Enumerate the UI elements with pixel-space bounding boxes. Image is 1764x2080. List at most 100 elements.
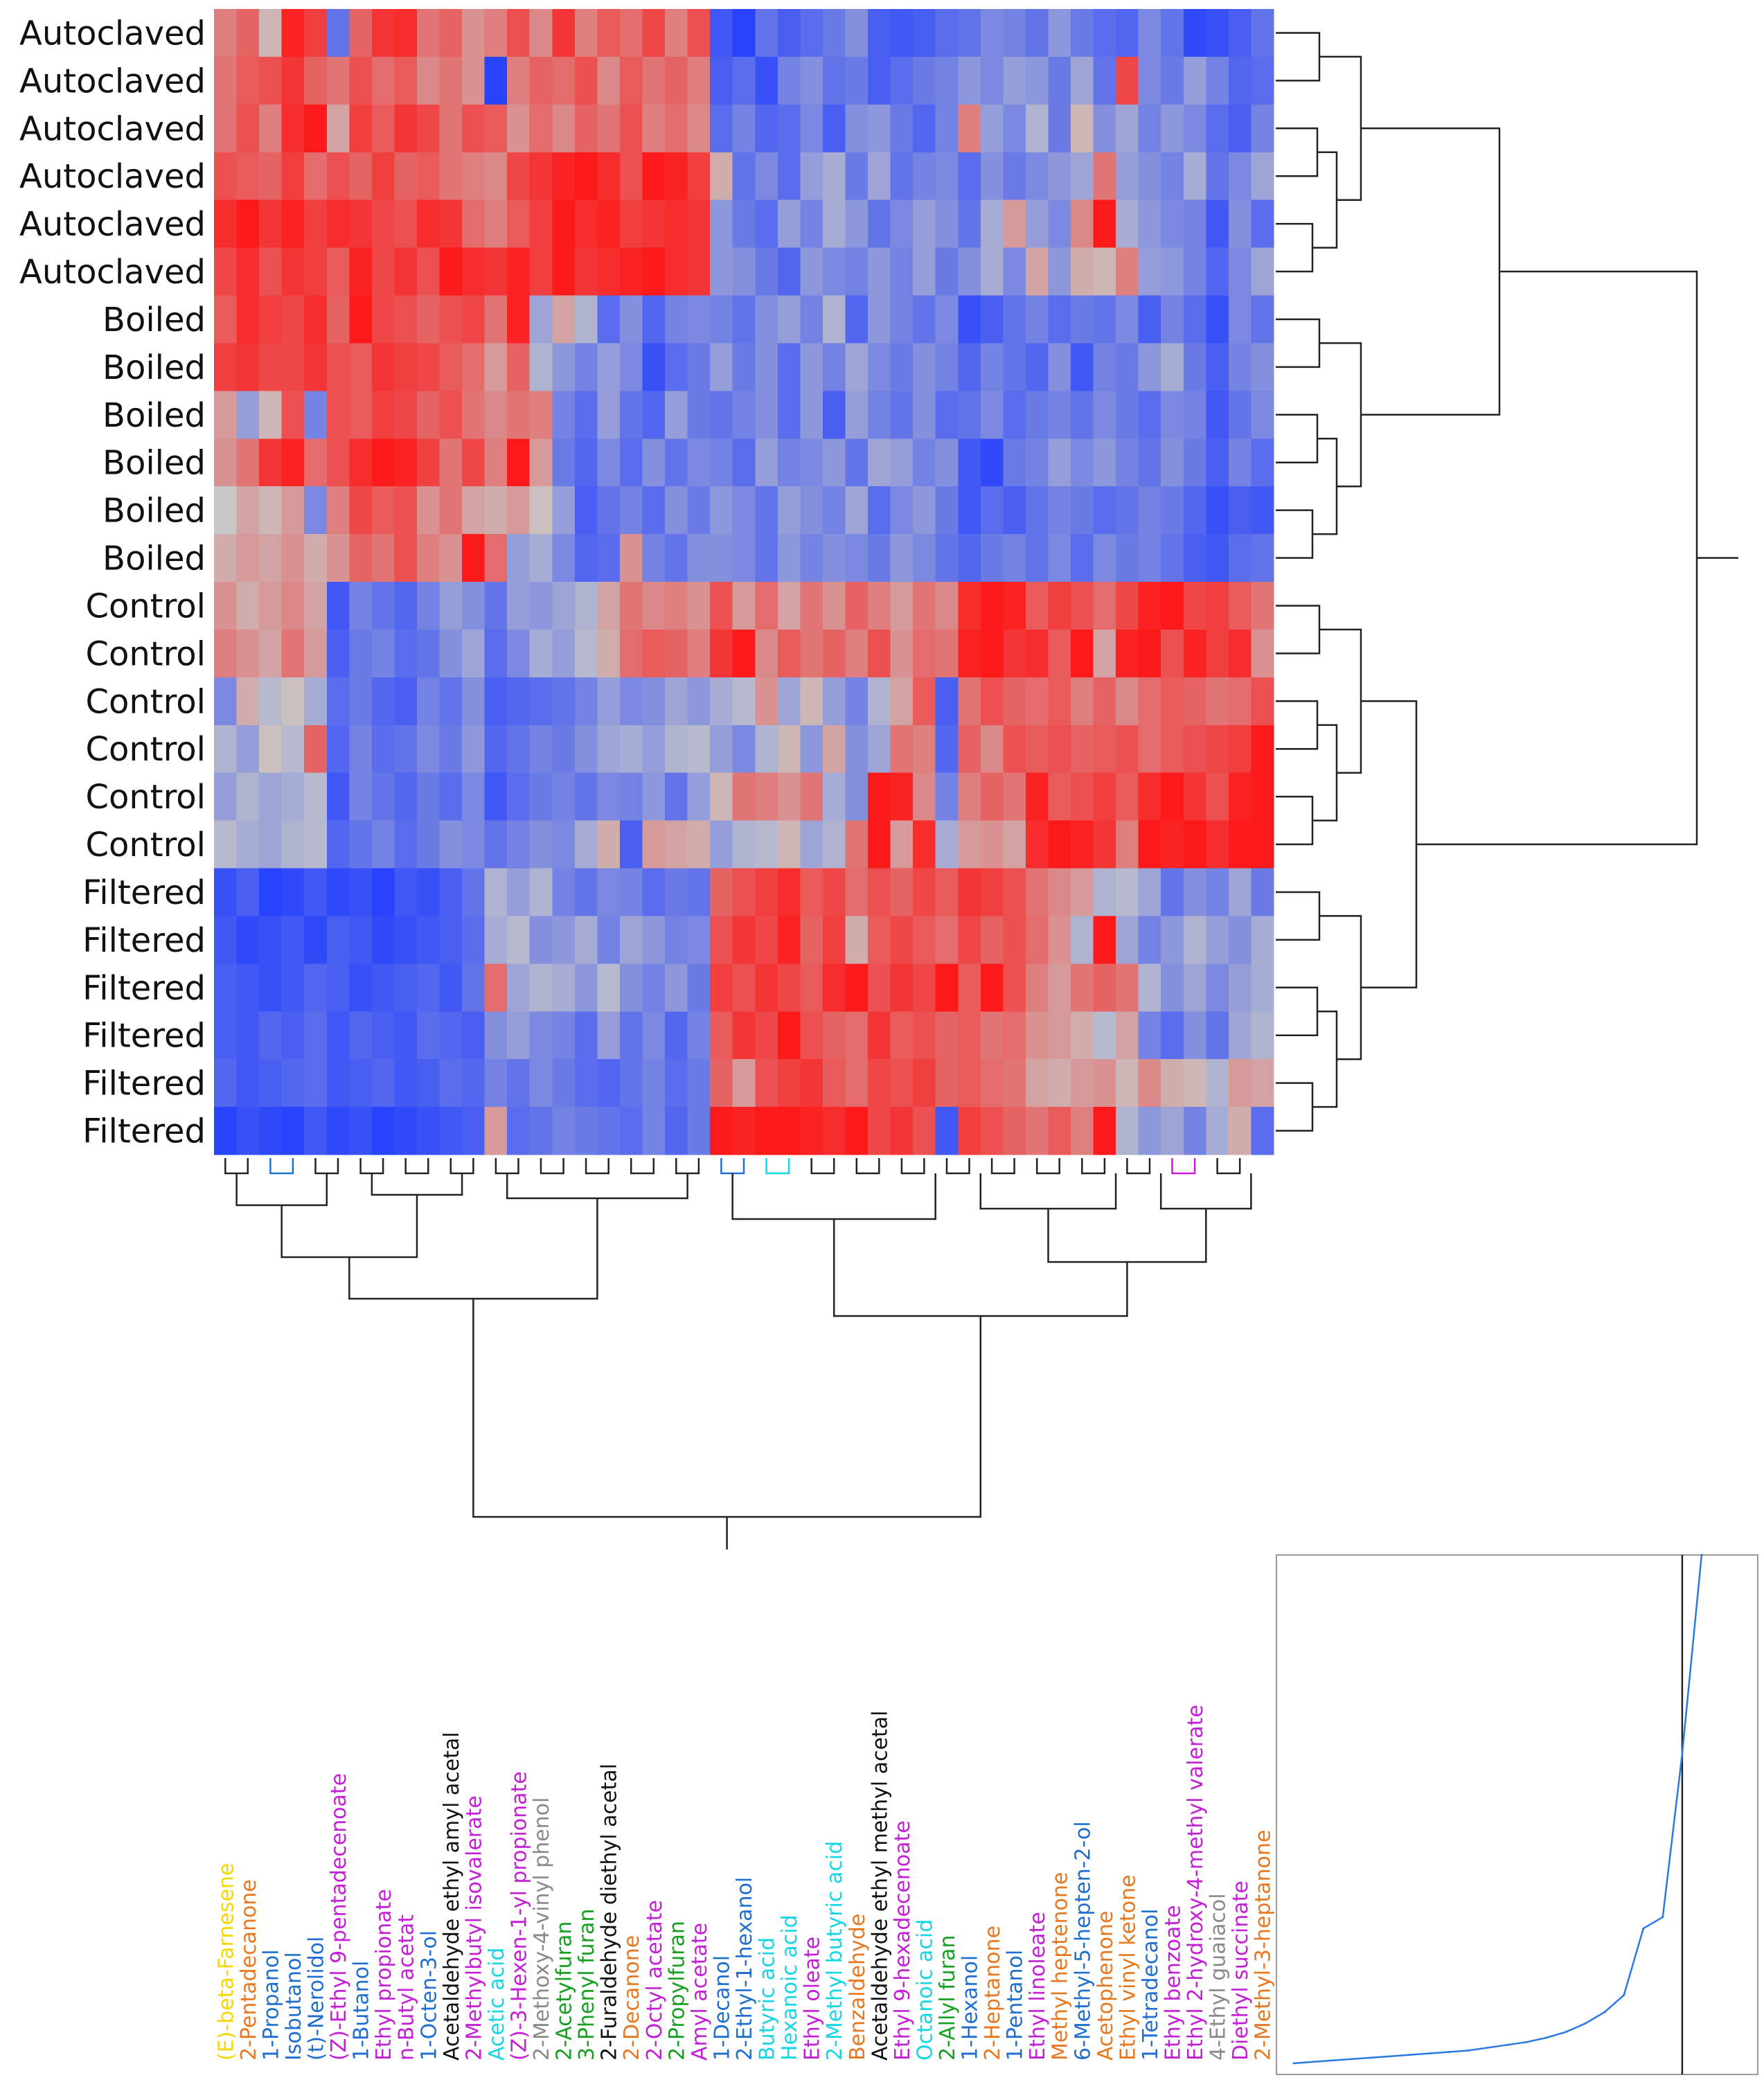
dendrogram-branch: [280, 1195, 418, 1259]
heatmap-cell: [913, 582, 936, 630]
heatmap-cell: [574, 486, 598, 535]
heatmap-cell: [913, 772, 936, 821]
heatmap-cell: [236, 104, 260, 153]
column-label: 1-Propanol: [259, 1949, 283, 2061]
heatmap-cell: [371, 438, 395, 487]
heatmap-cell: [462, 438, 485, 487]
row-label: Autoclaved: [19, 157, 206, 196]
heatmap-cell: [958, 343, 981, 391]
heatmap-cell: [1071, 916, 1094, 964]
heatmap-cell: [1206, 629, 1229, 678]
heatmap-cell: [529, 629, 553, 678]
heatmap-cell: [755, 9, 778, 57]
heatmap-cell: [439, 104, 463, 153]
heatmap-cell: [868, 438, 891, 487]
heatmap-cell: [800, 629, 823, 678]
heatmap-cell: [642, 486, 666, 535]
heatmap-cell: [777, 343, 801, 391]
heatmap-cell: [259, 582, 283, 630]
heatmap-cell: [665, 343, 688, 391]
heatmap-cell: [1138, 677, 1161, 726]
heatmap-cell: [1138, 56, 1161, 105]
heatmap-cell: [1093, 9, 1116, 57]
heatmap-cell: [552, 438, 576, 487]
row-labels: Autoclaved Autoclaved Autoclaved Autoclaved…: [19, 15, 206, 1151]
heatmap-cell: [462, 152, 485, 201]
heatmap-cell: [732, 104, 756, 153]
heatmap-cell: [214, 247, 238, 296]
heatmap-cell: [642, 582, 666, 630]
heatmap-cell: [619, 582, 643, 630]
heatmap-cell: [868, 1011, 891, 1060]
heatmap-cell: [1183, 534, 1206, 583]
heatmap-cell: [890, 343, 914, 391]
heatmap-cell: [281, 725, 305, 774]
heatmap-cell: [777, 629, 801, 678]
heatmap-cell: [1071, 677, 1094, 726]
heatmap-cell: [687, 1107, 711, 1155]
dendrogram-branch: [765, 1158, 790, 1175]
heatmap-cell: [665, 247, 688, 296]
heatmap-cell: [980, 152, 1004, 201]
column-label: Acetaldehyde ethyl amyl acetal: [440, 1732, 464, 2061]
heatmap-cell: [687, 104, 711, 153]
heatmap-cell: [980, 1059, 1004, 1108]
heatmap-cell: [845, 772, 868, 821]
heatmap-cell: [236, 725, 260, 774]
heatmap-cell: [349, 772, 373, 821]
heatmap-cell: [394, 772, 418, 821]
heatmap-cell: [800, 9, 823, 57]
heatmap-cell: [868, 629, 891, 678]
heatmap-cell: [1161, 391, 1184, 439]
heatmap-cell: [777, 1059, 801, 1108]
heatmap-cell: [394, 1059, 418, 1108]
heatmap-cell: [416, 104, 440, 153]
heatmap-cell: [868, 534, 891, 583]
dendrogram-branch: [1276, 414, 1319, 463]
heatmap-cell: [416, 820, 440, 869]
dendrogram-branch: [1361, 127, 1501, 416]
heatmap-cell: [259, 152, 283, 201]
heatmap-cell: [416, 534, 440, 583]
column-label: Hexanoic acid: [778, 1914, 802, 2061]
dendrogram-branch: [1126, 1158, 1151, 1175]
heatmap-cell: [597, 916, 621, 964]
heatmap-cell: [642, 9, 666, 57]
heatmap-cell: [935, 534, 959, 583]
heatmap-cell: [1071, 438, 1094, 487]
heatmap-cell: [1161, 343, 1184, 391]
heatmap-cell: [462, 247, 485, 296]
row-label: Filtered: [82, 1065, 206, 1103]
heatmap-cell: [462, 868, 485, 917]
heatmap-cell: [529, 9, 553, 57]
heatmap-cell: [822, 582, 846, 630]
heatmap-cell: [958, 534, 981, 583]
heatmap-cell: [574, 104, 598, 153]
heatmap-cell: [416, 725, 440, 774]
heatmap-cell: [304, 343, 328, 391]
heatmap-cell: [304, 677, 328, 726]
heatmap-cell: [394, 725, 418, 774]
dendrogram-branch: [1081, 1158, 1106, 1175]
heatmap-cell: [259, 391, 283, 439]
column-label: Octanoic acid: [913, 1919, 937, 2061]
heatmap-cell: [1048, 56, 1071, 105]
heatmap-cell: [236, 9, 260, 57]
heatmap-cell: [529, 486, 553, 535]
heatmap-cell: [1228, 152, 1252, 201]
heatmap-cell: [416, 772, 440, 821]
heatmap-cell: [777, 963, 801, 1012]
heatmap-cell: [935, 104, 959, 153]
heatmap-cell: [1161, 9, 1184, 57]
heatmap-cell: [777, 772, 801, 821]
heatmap-cell: [822, 629, 846, 678]
column-label: Ethyl oleate: [801, 1937, 825, 2061]
heatmap-cell: [529, 725, 553, 774]
heatmap-cell: [777, 199, 801, 249]
heatmap-cell: [890, 725, 914, 774]
heatmap-cell: [732, 247, 756, 296]
heatmap-cell: [800, 104, 823, 153]
heatmap-cell: [574, 438, 598, 487]
heatmap-cell: [416, 916, 440, 964]
heatmap-cell: [755, 820, 778, 869]
